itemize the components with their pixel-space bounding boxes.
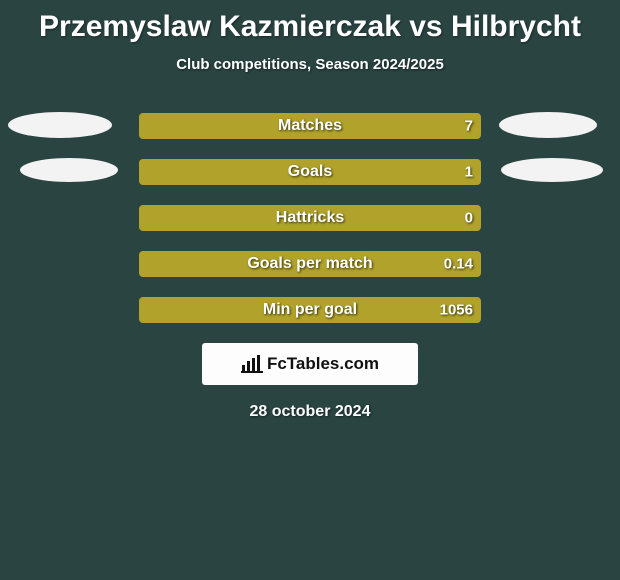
footer-date: 28 october 2024 [0,403,620,421]
stat-label: Goals per match [247,255,372,273]
stat-value: 1 [465,164,473,181]
page-title: Przemyslaw Kazmierczak vs Hilbrycht [0,0,620,44]
stat-value: 7 [465,118,473,135]
stat-row-goals-per-match: Goals per match 0.14 [139,251,481,277]
stat-row-matches: Matches 7 [139,113,481,139]
footer-logo-text: FcTables.com [267,354,379,374]
stat-row-hattricks: Hattricks 0 [139,205,481,231]
stat-row-goals: Goals 1 [139,159,481,185]
stat-label: Goals [288,163,332,181]
player-photo-right-2 [501,158,603,182]
stat-bars: Matches 7 Goals 1 Hattricks 0 Goals per … [139,113,481,323]
stat-value: 0.14 [444,256,473,273]
stat-value: 0 [465,210,473,227]
stat-row-min-per-goal: Min per goal 1056 [139,297,481,323]
stats-area: Matches 7 Goals 1 Hattricks 0 Goals per … [0,113,620,323]
stat-value: 1056 [440,302,473,319]
player-photo-right-1 [499,112,597,138]
stat-label: Matches [278,117,342,135]
player-photo-left-1 [8,112,112,138]
bar-chart-icon [241,355,263,373]
stat-label: Hattricks [276,209,344,227]
stat-label: Min per goal [263,301,357,319]
page-subtitle: Club competitions, Season 2024/2025 [0,56,620,73]
footer-logo[interactable]: FcTables.com [202,343,418,385]
player-photo-left-2 [20,158,118,182]
